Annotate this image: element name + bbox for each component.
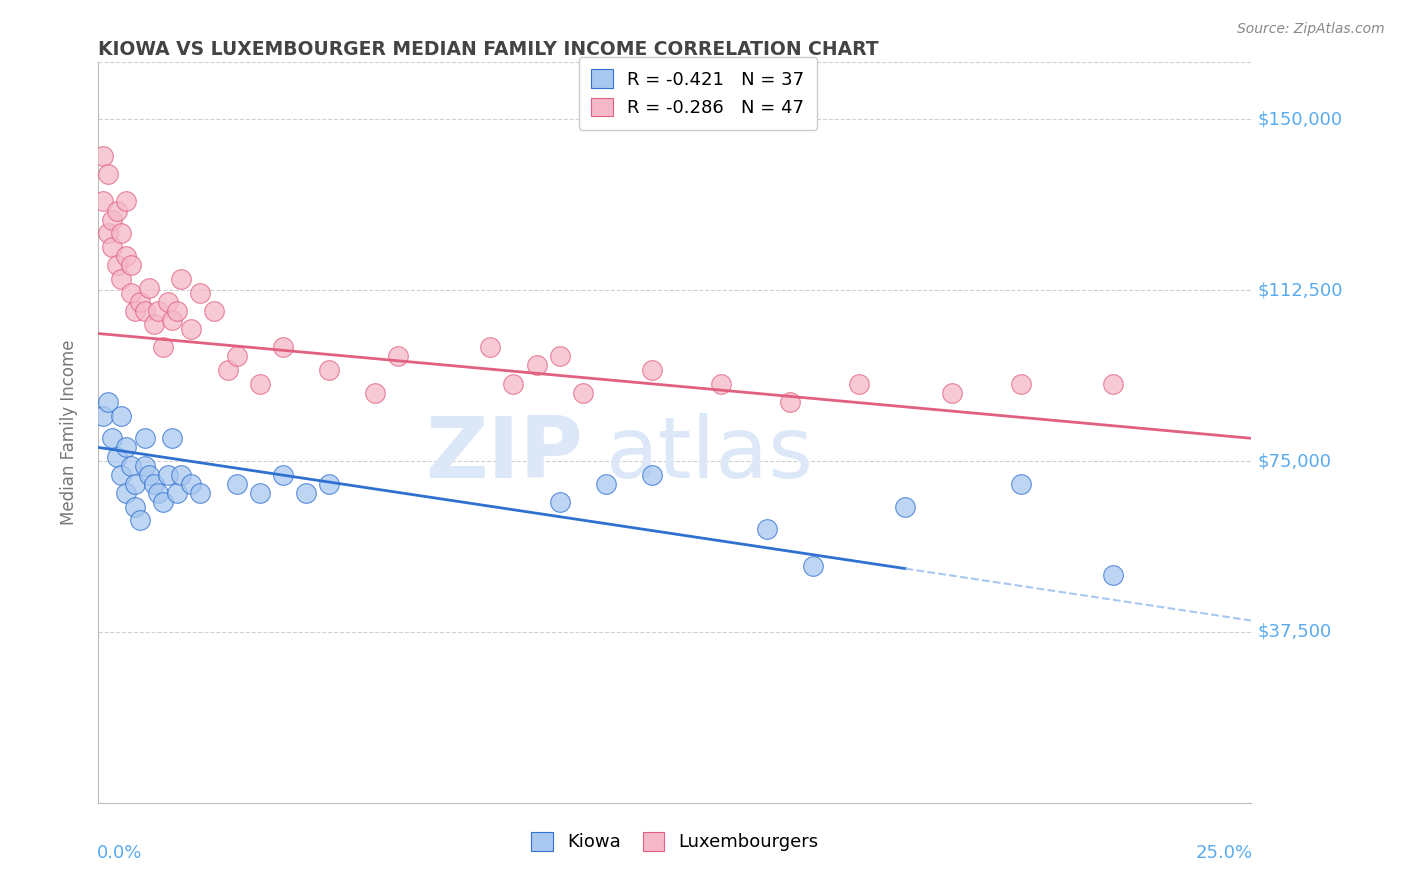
Text: $150,000: $150,000: [1257, 111, 1343, 128]
Point: [124, 476, 146, 491]
Point: [479, 340, 502, 354]
Point: [134, 431, 156, 445]
Point: [225, 349, 247, 363]
Y-axis label: Median Family Income: Median Family Income: [59, 340, 77, 525]
Text: atlas: atlas: [606, 413, 814, 496]
Point: [166, 486, 188, 500]
Point: [134, 303, 156, 318]
Legend: Kiowa, Luxembourgers: Kiowa, Luxembourgers: [519, 820, 831, 864]
Text: ZIP: ZIP: [425, 413, 582, 496]
Point: [318, 363, 340, 377]
Point: [180, 322, 202, 336]
Point: [97, 167, 120, 181]
Point: [124, 303, 146, 318]
Point: [110, 467, 132, 482]
Point: [101, 431, 124, 445]
Point: [249, 376, 271, 391]
Point: [801, 558, 824, 573]
Point: [91, 409, 114, 423]
Point: [105, 450, 128, 464]
Point: [156, 294, 179, 309]
Text: $37,500: $37,500: [1257, 623, 1331, 641]
Point: [180, 476, 202, 491]
Point: [115, 486, 138, 500]
Point: [105, 203, 128, 218]
Point: [170, 272, 193, 286]
Point: [134, 458, 156, 473]
Point: [129, 513, 152, 527]
Point: [115, 194, 138, 209]
Point: [318, 476, 340, 491]
Point: [779, 395, 801, 409]
Point: [110, 272, 132, 286]
Point: [138, 467, 160, 482]
Point: [1102, 376, 1125, 391]
Point: [502, 376, 524, 391]
Point: [160, 313, 183, 327]
Point: [1010, 476, 1032, 491]
Point: [641, 363, 664, 377]
Point: [101, 212, 124, 227]
Point: [641, 467, 664, 482]
Point: [894, 500, 917, 514]
Text: 0.0%: 0.0%: [97, 844, 142, 862]
Point: [295, 486, 318, 500]
Point: [548, 495, 571, 509]
Text: $75,000: $75,000: [1257, 452, 1331, 470]
Point: [120, 458, 142, 473]
Point: [97, 227, 120, 241]
Point: [105, 258, 128, 272]
Point: [91, 194, 114, 209]
Point: [156, 467, 179, 482]
Text: $112,500: $112,500: [1257, 281, 1343, 299]
Point: [271, 467, 294, 482]
Point: [271, 340, 294, 354]
Text: KIOWA VS LUXEMBOURGER MEDIAN FAMILY INCOME CORRELATION CHART: KIOWA VS LUXEMBOURGER MEDIAN FAMILY INCO…: [98, 40, 879, 59]
Point: [571, 385, 593, 400]
Point: [142, 476, 165, 491]
Point: [848, 376, 870, 391]
Point: [526, 359, 548, 373]
Point: [152, 340, 174, 354]
Point: [101, 240, 124, 254]
Point: [364, 385, 387, 400]
Point: [249, 486, 271, 500]
Point: [710, 376, 733, 391]
Point: [138, 281, 160, 295]
Point: [166, 303, 188, 318]
Point: [387, 349, 409, 363]
Point: [202, 303, 225, 318]
Point: [97, 395, 120, 409]
Point: [548, 349, 571, 363]
Text: Source: ZipAtlas.com: Source: ZipAtlas.com: [1237, 22, 1385, 37]
Point: [115, 249, 138, 263]
Point: [124, 500, 146, 514]
Text: 25.0%: 25.0%: [1195, 844, 1253, 862]
Point: [170, 467, 193, 482]
Point: [148, 486, 170, 500]
Point: [225, 476, 247, 491]
Point: [160, 431, 183, 445]
Point: [188, 486, 211, 500]
Point: [217, 363, 239, 377]
Point: [120, 285, 142, 300]
Point: [152, 495, 174, 509]
Point: [115, 441, 138, 455]
Point: [595, 476, 617, 491]
Point: [110, 409, 132, 423]
Point: [120, 258, 142, 272]
Point: [110, 227, 132, 241]
Point: [1102, 568, 1125, 582]
Point: [1010, 376, 1032, 391]
Point: [91, 149, 114, 163]
Point: [142, 318, 165, 332]
Point: [129, 294, 152, 309]
Point: [756, 523, 779, 537]
Point: [148, 303, 170, 318]
Point: [941, 385, 963, 400]
Point: [188, 285, 211, 300]
